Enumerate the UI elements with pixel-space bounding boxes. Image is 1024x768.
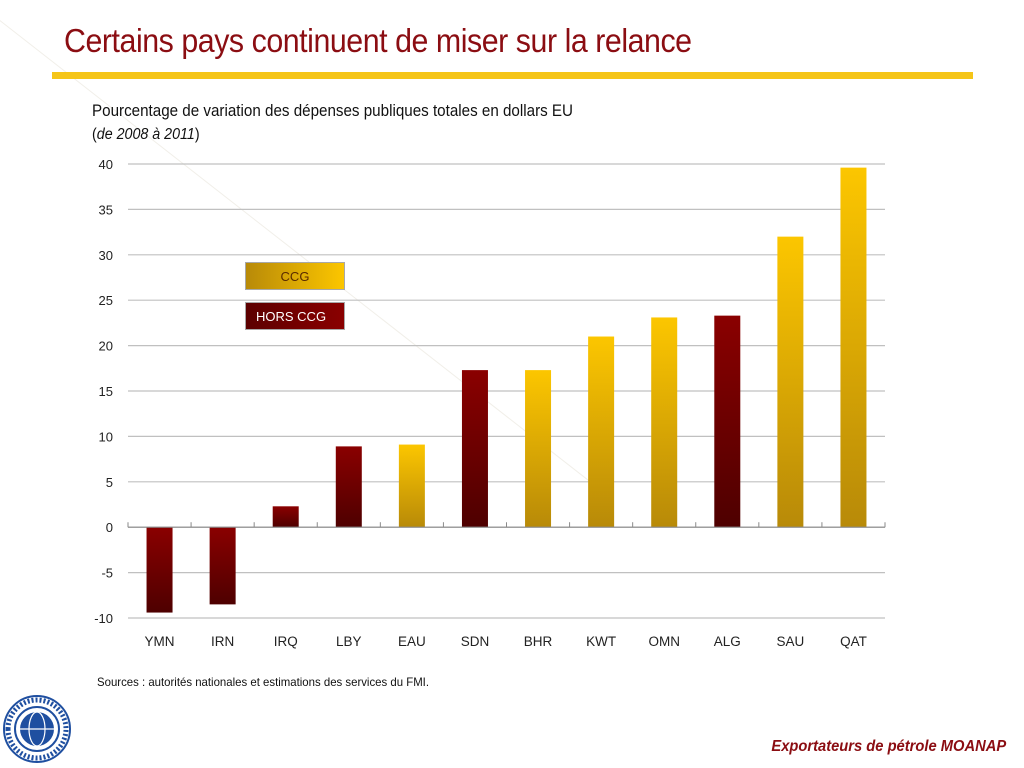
y-tick-label: 0 [106,520,113,535]
bar-irn [209,527,236,605]
period-open: ( [92,126,97,143]
x-tick-labels: YMN IRN IRQ LBY EAU SDN BHR KWT OMN ALG SAU QAT [145,634,867,649]
period-text: de 2008 à 2011 [96,126,195,143]
footer-label: Exportateurs de pétrole MOANAP [771,738,1006,755]
x-tick-label: IRQ [274,634,298,649]
x-axis [127,522,886,528]
y-tick-label: 25 [99,293,113,308]
y-tick-label: 20 [99,339,113,354]
sources-note: Sources : autorités nationales et estima… [97,675,430,689]
y-tick-label: 5 [106,475,113,490]
x-tick-label: SAU [776,634,804,649]
bar-irq [272,506,299,528]
legend-hors-ccg: HORS CCG [245,302,345,330]
y-tick-label: 30 [99,248,113,263]
x-tick-label: SDN [461,634,490,649]
bars [146,167,867,613]
chart-subtitle: Pourcentage de variation des dépenses pu… [92,102,574,120]
x-tick-label: EAU [398,634,426,649]
period-close: ) [194,126,200,143]
y-tick-label: -5 [101,566,113,581]
x-tick-label: YMN [145,634,175,649]
x-tick-label: KWT [586,634,616,649]
x-tick-label: ALG [714,634,741,649]
bar-alg [714,315,741,528]
x-tick-label: LBY [336,634,362,649]
y-tick-label: 35 [99,202,113,217]
bar-omn [651,317,678,528]
y-axis: 40 35 30 25 20 15 10 5 0 -5 -10 [94,157,113,626]
y-tick-label: 40 [99,157,113,172]
imf-logo-icon [3,695,71,763]
bar-sau [777,236,804,528]
bar-sdn [461,370,488,528]
legend-ccg: CCG [245,262,345,290]
slide-title: Certains pays continuent de miser sur la… [64,22,692,59]
bar-eau [398,444,425,528]
x-tick-label: BHR [524,634,553,649]
chart-period: (de 2008 à 2011) [92,126,200,144]
x-tick-label: QAT [840,634,867,649]
x-tick-label: IRN [211,634,234,649]
title-underline [52,72,973,79]
bar-bhr [525,370,552,528]
bar-lby [335,446,362,528]
y-tick-label: 10 [99,429,113,444]
x-tick-label: OMN [648,634,680,649]
y-tick-label: -10 [94,611,113,626]
bar-qat [840,167,867,528]
gridlines [128,163,885,619]
bar-ymn [146,527,173,613]
bar-kwt [588,336,615,528]
y-tick-label: 15 [99,384,113,399]
